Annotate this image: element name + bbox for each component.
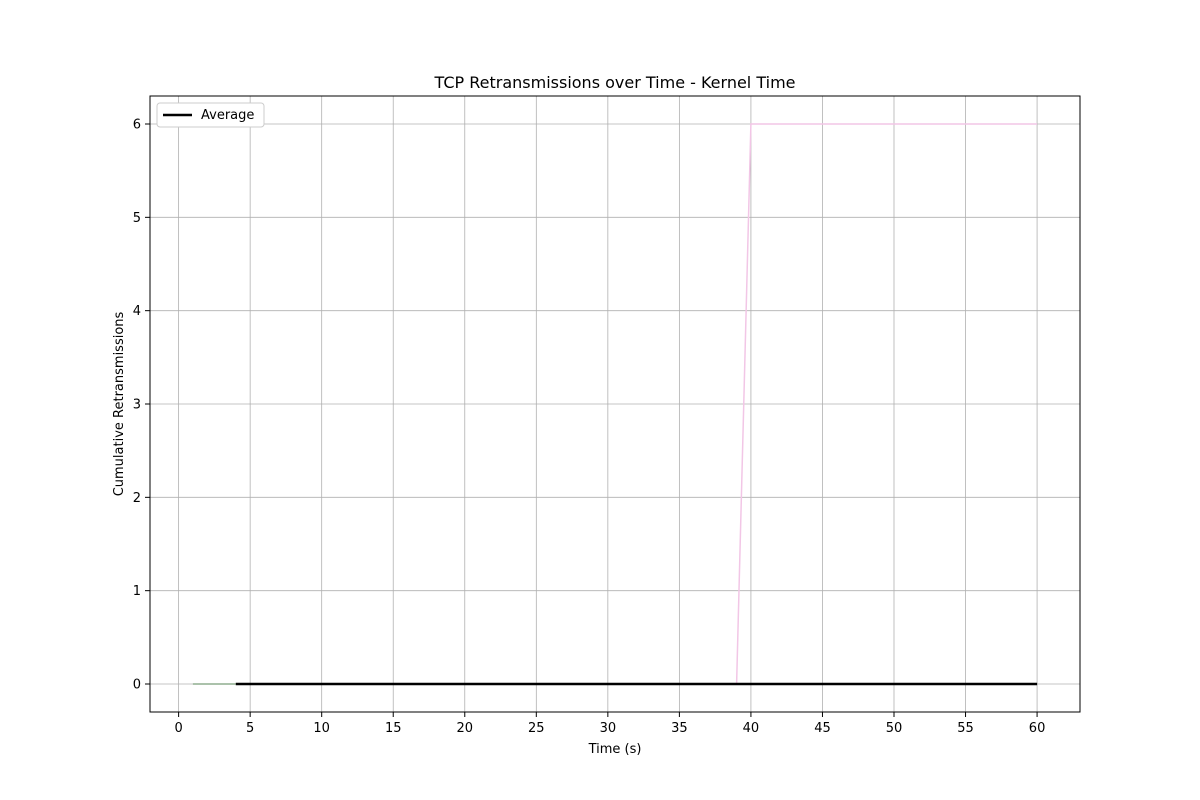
legend-box — [156, 102, 265, 128]
x-tick-label: 40 — [743, 721, 760, 736]
y-tick-label: 2 — [133, 491, 141, 506]
x-axis: 0 5 10 15 20 25 30 35 40 45 50 55 60 — [174, 712, 1045, 736]
y-axis: 0 1 2 3 4 5 6 — [133, 118, 150, 693]
series-layer — [192, 123, 1038, 686]
chart-title: TCP Retransmissions over Time - Kernel T… — [434, 73, 796, 92]
y-axis-label: Cumulative Retransmissions — [112, 311, 127, 496]
y-tick-label: 0 — [133, 678, 141, 693]
legend: Average — [156, 102, 265, 128]
y-tick-label: 5 — [133, 211, 141, 226]
x-tick-label: 10 — [313, 721, 330, 736]
x-tick-label: 60 — [1029, 721, 1046, 736]
grid — [150, 96, 1080, 712]
x-tick-label: 25 — [528, 721, 545, 736]
x-tick-label: 35 — [671, 721, 688, 736]
y-tick-label: 6 — [133, 118, 141, 133]
x-tick-label: 55 — [957, 721, 974, 736]
y-tick-label: 3 — [133, 398, 141, 413]
x-tick-label: 45 — [814, 721, 831, 736]
x-tick-label: 20 — [456, 721, 473, 736]
x-axis-label: Time (s) — [588, 742, 642, 757]
series-line-2 — [735, 123, 1038, 685]
legend-label-average: Average — [201, 108, 254, 123]
y-tick-label: 4 — [133, 304, 141, 319]
x-tick-label: 50 — [886, 721, 903, 736]
x-tick-label: 0 — [174, 721, 182, 736]
y-tick-label: 1 — [133, 584, 141, 599]
x-tick-label: 30 — [600, 721, 617, 736]
x-tick-label: 15 — [385, 721, 402, 736]
x-tick-label: 5 — [246, 721, 254, 736]
